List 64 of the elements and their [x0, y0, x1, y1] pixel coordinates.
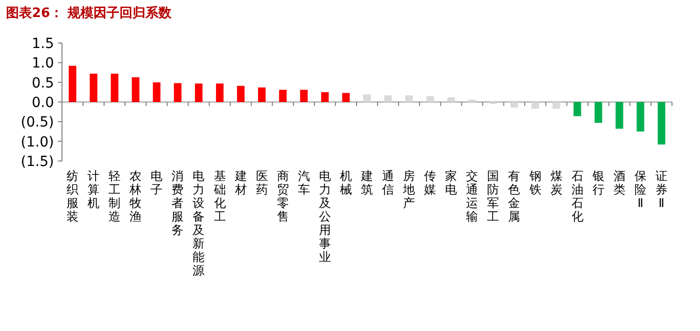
x-tick-label: 计算机 [88, 169, 100, 210]
x-tick-label: 酒类 [613, 169, 626, 196]
y-tick-label: (1.5) [20, 154, 54, 170]
y-tick-label: 0.5 [32, 75, 54, 92]
bar [237, 86, 245, 102]
bar [300, 90, 308, 102]
bar [90, 74, 98, 102]
x-tick-label: 交通运输 [466, 169, 478, 224]
x-tick-label: 电力设备及新能源 [192, 169, 205, 278]
bar [279, 90, 287, 102]
x-tick-label: 消费者服务 [172, 169, 184, 237]
x-tick-label: 建筑 [360, 169, 373, 196]
x-tick-label: 汽车 [298, 169, 310, 196]
x-tick-label: 证券Ⅱ [655, 169, 668, 210]
bar [405, 95, 413, 102]
x-tick-label: 银行 [591, 169, 604, 196]
x-tick-label: 轻工制造 [108, 169, 121, 224]
bar [152, 82, 160, 102]
x-tick-label: 房地产 [402, 169, 416, 210]
x-tick-label: 建材 [234, 169, 247, 196]
x-tick-label: 机械 [340, 169, 352, 196]
y-tick-label: 1.0 [32, 56, 54, 72]
x-tick-label: 传媒 [424, 169, 436, 196]
y-tick-label: (1.0) [20, 134, 54, 150]
x-tick-label: 电力及公用事业 [318, 169, 331, 264]
x-tick-label: 通信 [382, 169, 394, 196]
bar [574, 102, 582, 116]
x-tick-label: 基础化工 [212, 169, 226, 224]
x-tick-label: 钢铁 [528, 169, 542, 196]
bar [342, 92, 350, 102]
y-tick-label: 0.0 [32, 95, 54, 111]
bar [531, 102, 540, 109]
bar [426, 96, 434, 102]
bar [447, 97, 455, 102]
bar [194, 84, 203, 102]
bar [110, 74, 118, 102]
y-tick-label: 1.5 [32, 36, 54, 52]
x-tick-label: 电子 [150, 169, 163, 196]
bar [174, 83, 182, 102]
x-tick-label: 石油石化 [571, 169, 584, 224]
x-tick-label: 纺织服装 [66, 169, 79, 224]
x-tick-label: 保险Ⅱ [634, 169, 646, 210]
x-tick-label: 有色金属 [508, 169, 520, 224]
x-tick-label: 国防军工 [487, 169, 500, 224]
bar [616, 102, 624, 129]
bar [384, 95, 392, 102]
bar [258, 87, 266, 102]
bar [636, 102, 644, 132]
x-tick-label: 农林牧渔 [128, 169, 142, 224]
x-tick-label: 商贸零售 [276, 169, 289, 224]
x-tick-label: 煤炭 [550, 169, 562, 196]
bar [594, 102, 602, 123]
bar [68, 66, 76, 102]
bar [132, 77, 140, 102]
bar [552, 102, 560, 109]
bar [363, 94, 371, 102]
bar [510, 102, 518, 108]
chart-title: 图表26： 规模因子回归系数 [6, 5, 173, 21]
bar [658, 102, 666, 144]
x-tick-label: 家电 [445, 169, 458, 196]
y-tick-label: (0.5) [20, 114, 54, 131]
x-tick-label: 医药 [256, 169, 268, 196]
bar [321, 92, 329, 102]
bar [216, 84, 224, 102]
